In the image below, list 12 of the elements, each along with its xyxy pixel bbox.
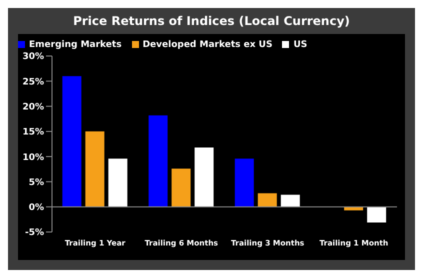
y-tick-label: 25% (22, 77, 44, 88)
legend-label: Developed Markets ex US (142, 40, 272, 50)
y-tick-label: 30% (22, 52, 44, 62)
y-tick-label: 5% (28, 178, 44, 188)
y-tick-label: 10% (22, 152, 44, 163)
y-tick-label: 0% (28, 203, 44, 214)
y-tick-label: -5% (24, 228, 44, 238)
chart-title: Price Returns of Indices (Local Currency) (72, 13, 351, 30)
legend-label: Emerging Markets (29, 40, 122, 50)
legend-label: US (293, 40, 308, 50)
y-tick-label: 20% (22, 102, 44, 112)
y-tick-label: 15% (22, 128, 44, 138)
